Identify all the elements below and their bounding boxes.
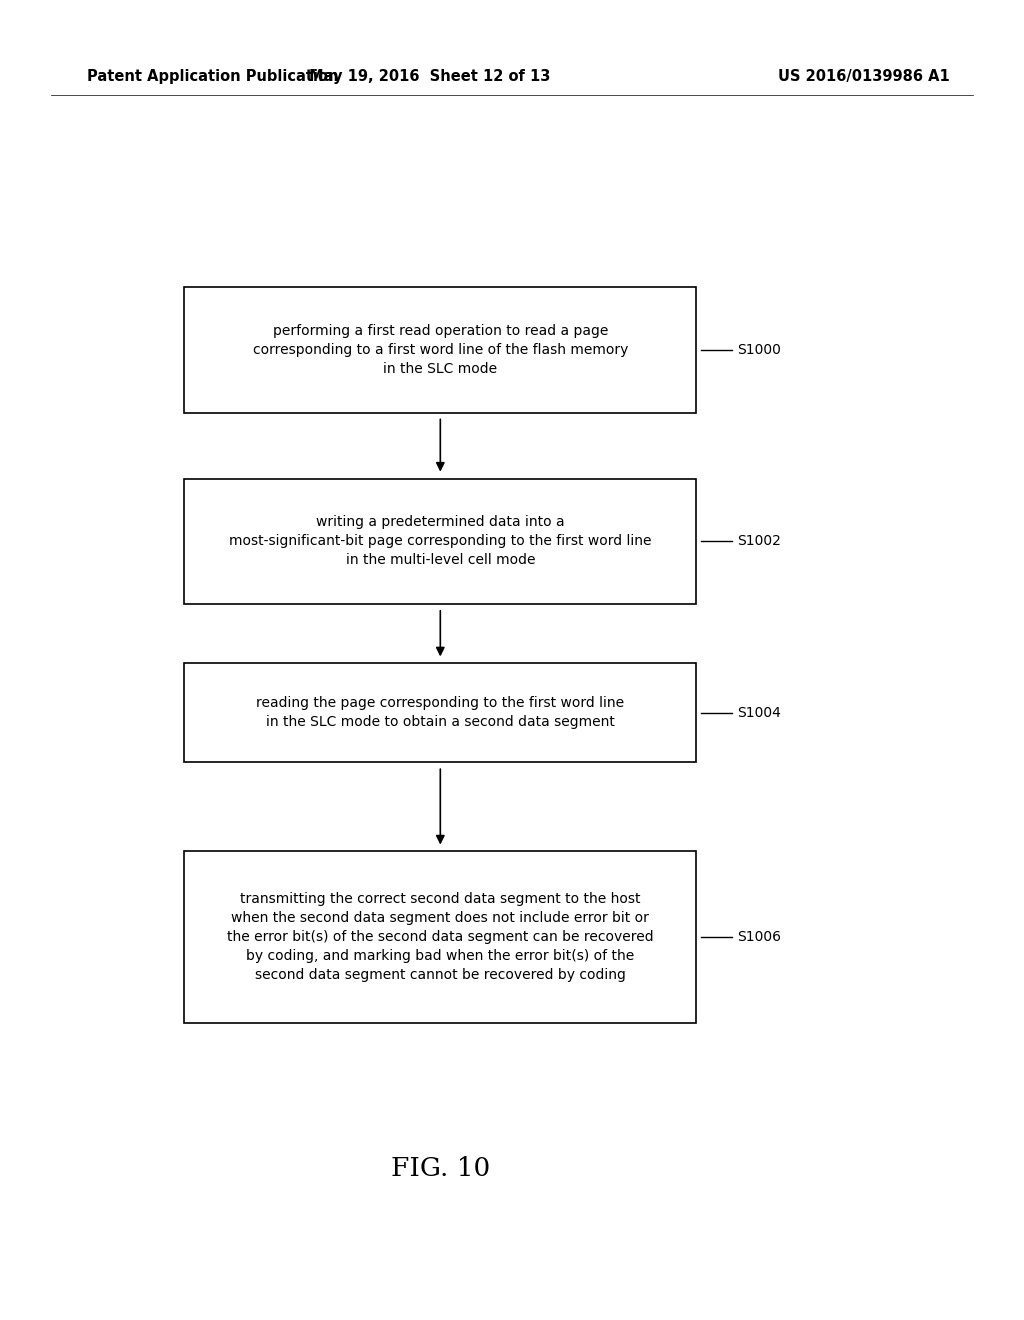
Text: FIG. 10: FIG. 10	[391, 1156, 489, 1180]
Text: reading the page corresponding to the first word line
in the SLC mode to obtain : reading the page corresponding to the fi…	[256, 697, 625, 729]
Text: S1004: S1004	[737, 706, 781, 719]
Text: S1006: S1006	[737, 931, 781, 944]
Text: May 19, 2016  Sheet 12 of 13: May 19, 2016 Sheet 12 of 13	[309, 69, 551, 84]
Text: writing a predetermined data into a
most-significant-bit page corresponding to t: writing a predetermined data into a most…	[229, 515, 651, 568]
FancyBboxPatch shape	[184, 663, 696, 762]
FancyBboxPatch shape	[184, 479, 696, 605]
Text: US 2016/0139986 A1: US 2016/0139986 A1	[778, 69, 950, 84]
FancyBboxPatch shape	[184, 851, 696, 1023]
Text: performing a first read operation to read a page
corresponding to a first word l: performing a first read operation to rea…	[253, 323, 628, 376]
Text: Patent Application Publication: Patent Application Publication	[87, 69, 339, 84]
Text: S1002: S1002	[737, 535, 781, 548]
FancyBboxPatch shape	[184, 288, 696, 412]
Text: transmitting the correct second data segment to the host
when the second data se: transmitting the correct second data seg…	[227, 892, 653, 982]
Text: S1000: S1000	[737, 343, 781, 356]
